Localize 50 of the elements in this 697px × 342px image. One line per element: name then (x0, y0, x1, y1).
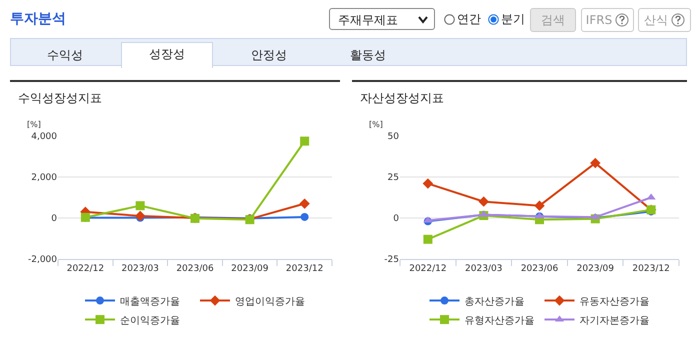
text: 투자분석 (10, 10, 66, 28)
y-axis-title: [%] (27, 120, 41, 129)
legend-label: 영업이익증가율 (235, 296, 305, 308)
legend-label: 매출액증가율 (120, 296, 180, 308)
text: 산식 (638, 8, 691, 32)
y-tick-label: 2,000 (31, 173, 58, 184)
x-tick-label: 2023/12 (286, 264, 324, 274)
text: 검색 (530, 8, 576, 32)
y-tick-label: 0 (393, 214, 400, 224)
legend-label: 자기자본증가율 (580, 315, 650, 326)
y-tick-label: -25 (384, 255, 399, 266)
text: 활동성 (349, 47, 387, 64)
point (136, 201, 145, 210)
text: 안정성 (250, 47, 288, 64)
text: 주재무제표 (329, 8, 435, 30)
x-tick-label: 2022/12 (409, 264, 447, 274)
text: 성장성 (121, 42, 213, 68)
legend-label: 유형자산증가율 (464, 315, 534, 326)
text: 연간 (457, 11, 481, 28)
legend-label: 총자산증가율 (464, 296, 524, 308)
point (534, 200, 545, 211)
point (135, 210, 146, 222)
chart-title: 자산성장성지표 (360, 90, 444, 107)
x-tick-label: 2023/09 (231, 264, 269, 274)
x-tick-label: 2023/06 (520, 264, 558, 274)
point (590, 158, 600, 168)
point (423, 234, 432, 244)
x-tick-label: 2023/12 (632, 264, 670, 274)
point (300, 212, 309, 221)
legend-label: 유동자산증가율 (580, 296, 650, 308)
legend-label: 순이익증가율 (120, 315, 180, 326)
y-tick-label: -2,000 (28, 255, 58, 266)
chart-title: 수익성장성지표 (18, 90, 102, 107)
point (422, 178, 434, 189)
y-axis-title: [%] (369, 120, 383, 129)
y-tick-label: 4,000 (31, 132, 58, 142)
x-tick-label: 2023/09 (576, 264, 614, 274)
x-tick-label: 2023/06 (176, 264, 214, 274)
y-tick-label: 50 (388, 132, 400, 142)
y-tick-label: 0 (51, 214, 58, 224)
point (478, 196, 489, 207)
point (300, 136, 310, 146)
x-tick-label: 2022/12 (66, 264, 104, 274)
text: 수익성 (46, 47, 84, 64)
x-tick-label: 2023/03 (465, 264, 502, 274)
x-tick-label: 2023/03 (122, 264, 159, 274)
y-tick-label: 25 (388, 173, 399, 184)
text: IFRS (581, 8, 634, 32)
text: 분기 (501, 11, 525, 28)
point (299, 198, 310, 209)
